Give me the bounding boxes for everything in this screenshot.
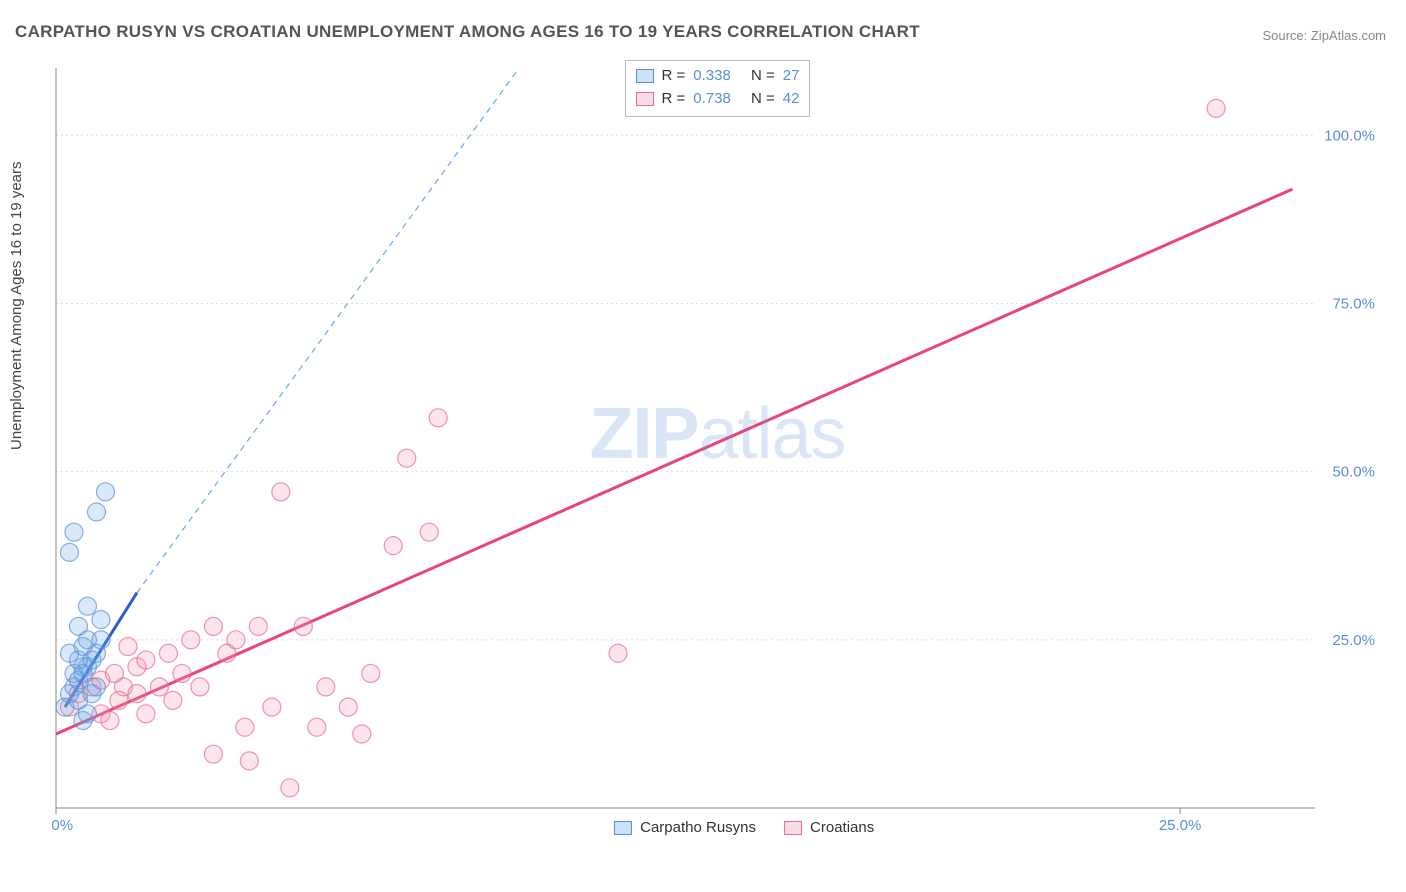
legend-label: Carpatho Rusyns <box>640 819 756 836</box>
legend-item-blue: Carpatho Rusyns <box>614 819 756 836</box>
r-value: 0.338 <box>693 65 731 88</box>
scatter-chart: 25.0% 50.0% 75.0% 100.0% 0.0% 25.0% <box>50 60 1385 840</box>
r-label: R = <box>662 88 686 111</box>
source-attribution: Source: ZipAtlas.com <box>1262 28 1386 43</box>
legend-row-blue: R = 0.338 N = 27 <box>636 65 800 88</box>
legend-label: Croatians <box>810 819 874 836</box>
n-label: N = <box>751 65 775 88</box>
legend-item-pink: Croatians <box>784 819 874 836</box>
legend-row-pink: R = 0.738 N = 42 <box>636 88 800 111</box>
legend-series: Carpatho Rusyns Croatians <box>614 819 874 836</box>
chart-title: CARPATHO RUSYN VS CROATIAN UNEMPLOYMENT … <box>15 22 920 42</box>
r-label: R = <box>662 65 686 88</box>
legend-correlation: R = 0.338 N = 27 R = 0.738 N = 42 <box>625 60 811 117</box>
svg-text:75.0%: 75.0% <box>1332 295 1375 312</box>
swatch-pink <box>636 92 654 106</box>
r-value: 0.738 <box>693 88 731 111</box>
plot-area: 25.0%50.0%75.0%100.0%0.0%25.0% ZIPatlas … <box>50 60 1385 840</box>
svg-text:25.0%: 25.0% <box>1332 632 1375 649</box>
svg-text:50.0%: 50.0% <box>1332 464 1375 481</box>
n-value: 42 <box>783 88 800 111</box>
swatch-blue <box>614 821 632 835</box>
svg-text:25.0%: 25.0% <box>1159 817 1202 834</box>
svg-text:100.0%: 100.0% <box>1324 127 1375 144</box>
y-axis-label: Unemployment Among Ages 16 to 19 years <box>8 161 25 450</box>
swatch-blue <box>636 69 654 83</box>
n-label: N = <box>751 88 775 111</box>
n-value: 27 <box>783 65 800 88</box>
svg-text:0.0%: 0.0% <box>50 817 73 834</box>
swatch-pink <box>784 821 802 835</box>
